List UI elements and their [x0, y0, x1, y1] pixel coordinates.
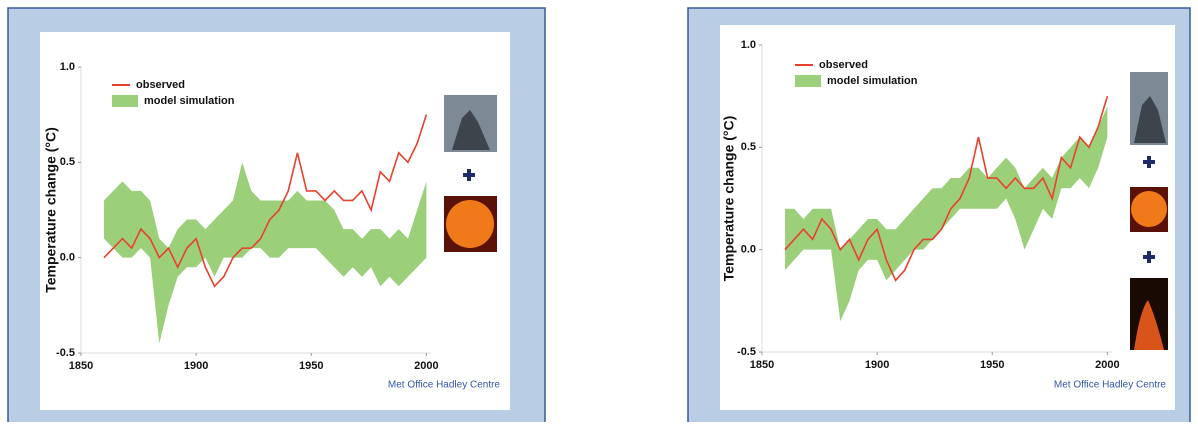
x-tick-label: 2000: [1095, 359, 1119, 371]
x-tick-label: 1900: [184, 360, 208, 372]
legend-swatch: [112, 95, 138, 107]
y-axis-label: Temperature change (°C): [43, 127, 59, 293]
model-band: [785, 106, 1108, 322]
y-tick-label: -0.5: [737, 346, 756, 358]
y-tick-label: 1.0: [741, 39, 756, 51]
observed-line: [784, 95, 1109, 282]
legend-label: model simulation: [827, 75, 918, 87]
plus-icon: [1143, 156, 1155, 168]
source-label: Met Office Hadley Centre: [388, 380, 501, 391]
y-tick-label: 0.0: [741, 244, 756, 256]
model-band: [104, 162, 427, 344]
volcano-plume: [1134, 96, 1166, 143]
legend-label: observed: [819, 59, 868, 71]
x-tick-label: 1950: [299, 360, 323, 372]
legend-label: model simulation: [144, 95, 235, 107]
y-tick-label: 0.5: [60, 156, 75, 168]
x-tick-label: 1900: [865, 359, 889, 371]
legend-swatch: [795, 75, 821, 87]
source-label: Met Office Hadley Centre: [1054, 380, 1167, 391]
y-tick-label: 1.0: [60, 61, 75, 73]
fire-flame: [1134, 300, 1164, 350]
x-tick-label: 1950: [980, 359, 1004, 371]
x-tick-label: 2000: [414, 360, 438, 372]
y-tick-label: 0.0: [60, 252, 75, 264]
plus-icon: [1143, 251, 1155, 263]
observed-line: [103, 114, 428, 288]
plus-icon: [463, 169, 475, 181]
volcano-plume: [452, 110, 490, 150]
y-tick-label: 0.5: [741, 141, 756, 153]
y-axis-label: Temperature change (°C): [721, 116, 737, 282]
x-tick-label: 1850: [750, 359, 774, 371]
y-tick-label: -0.5: [56, 347, 75, 359]
sun-disc: [446, 200, 494, 248]
legend-label: observed: [136, 79, 185, 91]
x-tick-label: 1850: [69, 360, 93, 372]
sun-disc: [1131, 191, 1167, 227]
